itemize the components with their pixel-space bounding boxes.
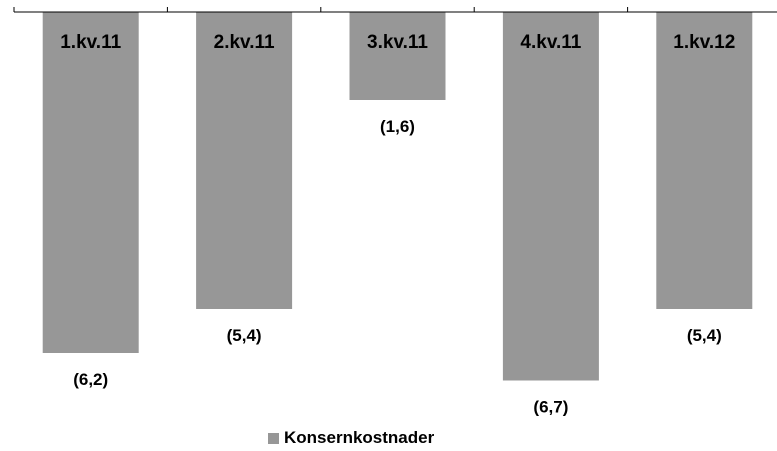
category-label: 1.kv.11 — [60, 32, 121, 53]
data-label: (5,4) — [687, 326, 722, 345]
bar-1.kv.12 — [656, 12, 753, 309]
bar-3.kv.11 — [349, 12, 446, 100]
data-label: (5,4) — [227, 326, 262, 345]
category-label: 4.kv.11 — [520, 32, 581, 53]
bar-1.kv.11 — [42, 12, 139, 353]
legend: Konsernkostnader — [268, 428, 434, 448]
category-label: 2.kv.11 — [214, 32, 275, 53]
bar-2.kv.11 — [196, 12, 293, 309]
data-label: (6,7) — [533, 398, 568, 417]
category-label: 3.kv.11 — [367, 32, 428, 53]
data-label: (6,2) — [73, 370, 108, 389]
bar-4.kv.11 — [502, 12, 599, 381]
legend-swatch — [268, 432, 279, 444]
legend-label: Konsernkostnader — [284, 428, 435, 447]
category-label: 1.kv.12 — [673, 32, 735, 53]
data-label: (1,6) — [380, 117, 415, 136]
